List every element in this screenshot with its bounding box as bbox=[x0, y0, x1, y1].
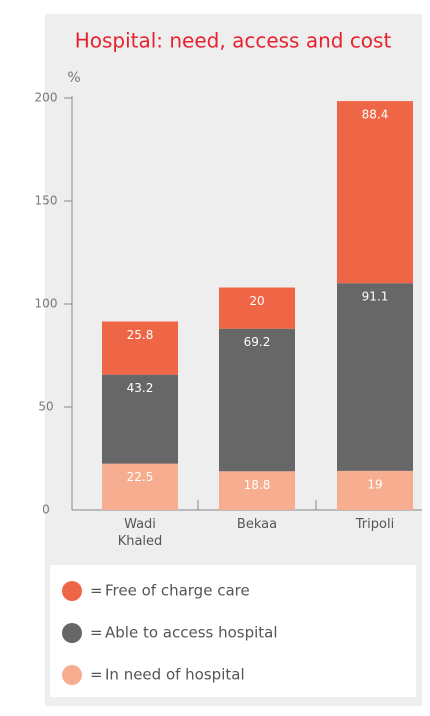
bar-segment bbox=[337, 283, 413, 471]
legend-swatch bbox=[62, 581, 82, 601]
legend-box bbox=[50, 565, 416, 697]
chart-title: Hospital: need, access and cost bbox=[75, 29, 392, 53]
value-label: 91.1 bbox=[362, 290, 389, 304]
legend-swatch bbox=[62, 623, 82, 643]
x-tick-label: Bekaa bbox=[237, 517, 277, 532]
value-label: 18.8 bbox=[244, 478, 271, 492]
bar-segment bbox=[102, 463, 178, 510]
bar-segment bbox=[102, 374, 178, 464]
y-tick-label: 150 bbox=[35, 194, 58, 208]
bar-segment bbox=[102, 321, 178, 375]
bar-segment bbox=[219, 471, 295, 510]
y-tick-label: 50 bbox=[38, 400, 53, 414]
legend-swatch bbox=[62, 665, 82, 685]
value-label: 69.2 bbox=[244, 335, 271, 349]
legend-label: In need of hospital bbox=[105, 666, 245, 684]
bar-segment bbox=[337, 470, 413, 510]
legend-label: Able to access hospital bbox=[105, 624, 278, 642]
legend-separator: = bbox=[90, 582, 103, 600]
bar-segment bbox=[219, 287, 295, 329]
y-axis-label: % bbox=[67, 70, 80, 86]
value-label: 25.8 bbox=[127, 328, 154, 342]
x-tick-label: Wadi Khaled bbox=[118, 517, 163, 549]
value-label: 19 bbox=[367, 477, 382, 491]
y-tick-label: 100 bbox=[35, 297, 58, 311]
x-tick-label: Tripoli bbox=[355, 517, 394, 532]
y-tick-label: 200 bbox=[35, 91, 58, 105]
bar-segment bbox=[337, 101, 413, 284]
legend-separator: = bbox=[90, 666, 103, 684]
bar-segment bbox=[219, 328, 295, 472]
value-label: 88.4 bbox=[362, 108, 389, 122]
legend-label: Free of charge care bbox=[105, 582, 250, 600]
legend-separator: = bbox=[90, 624, 103, 642]
y-tick-label: 0 bbox=[42, 503, 50, 517]
value-label: 43.2 bbox=[127, 381, 154, 395]
value-label: 20 bbox=[249, 294, 264, 308]
value-label: 22.5 bbox=[127, 470, 154, 484]
